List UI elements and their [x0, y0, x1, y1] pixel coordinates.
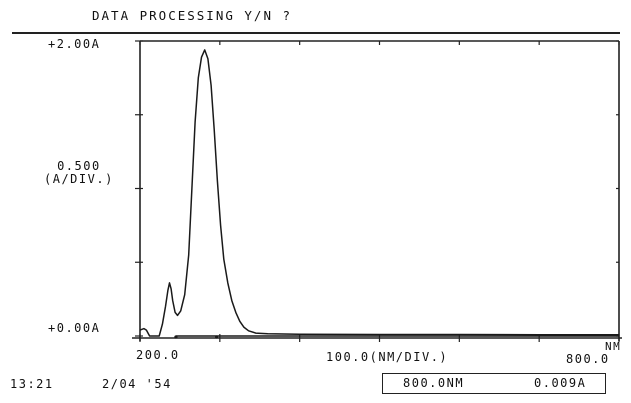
baseline-start-marker	[174, 335, 178, 339]
axis-ticks	[135, 40, 620, 342]
x-axis-unit-label: NM	[605, 340, 622, 353]
y-axis-scale-label: 0.500 (A/DIV.)	[44, 160, 114, 186]
header-rule	[12, 32, 620, 34]
plot-frame	[132, 40, 622, 341]
processing-prompt: DATA PROCESSING Y/N ?	[92, 8, 293, 23]
readout-absorbance: 0.009A	[534, 376, 587, 390]
y-axis-max-label: +2.00A	[48, 37, 101, 51]
x-axis-start-label: 200.0	[136, 348, 180, 362]
absorbance-spectrum-line	[139, 49, 619, 337]
x-axis-scale-label: 100.0(NM/DIV.)	[326, 350, 449, 364]
y-axis-zero-label: +0.00A	[48, 321, 101, 335]
series-layer	[139, 49, 619, 339]
time-stamp: 13:21	[10, 377, 54, 391]
date-stamp: 2/04 '54	[102, 377, 172, 391]
x-axis-end-label: 800.0	[566, 352, 610, 366]
cursor-readout-box: 800.0NM 0.009A	[382, 373, 606, 394]
y-scale-unit: (A/DIV.)	[44, 172, 114, 186]
y-scale-value: 0.500	[57, 159, 101, 173]
baseline-mid-marker	[215, 335, 219, 339]
readout-wavelength: 800.0NM	[403, 376, 465, 390]
